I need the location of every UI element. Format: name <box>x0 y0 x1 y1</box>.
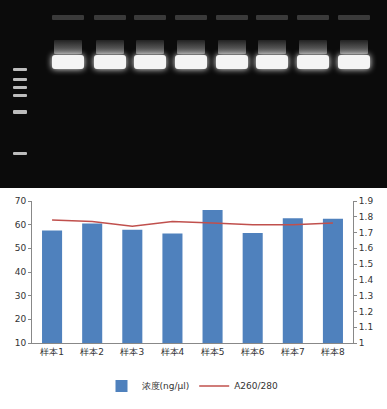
svg-text:40: 40 <box>15 267 27 277</box>
svg-text:1.5: 1.5 <box>359 259 373 269</box>
svg-text:样本1: 样本1 <box>40 347 64 357</box>
svg-text:60: 60 <box>15 220 27 230</box>
svg-text:20: 20 <box>15 314 27 324</box>
svg-text:30: 30 <box>15 291 27 301</box>
svg-text:1.1: 1.1 <box>359 322 373 332</box>
svg-text:样本5: 样本5 <box>201 347 225 357</box>
svg-text:样本4: 样本4 <box>161 347 185 357</box>
svg-text:1.7: 1.7 <box>359 228 373 238</box>
svg-text:浓度(ng/μl): 浓度(ng/μl) <box>142 381 190 391</box>
svg-text:10: 10 <box>15 338 27 348</box>
svg-text:1.8: 1.8 <box>359 212 374 222</box>
svg-text:50: 50 <box>15 243 27 253</box>
svg-text:1.9: 1.9 <box>359 196 374 206</box>
svg-text:1.2: 1.2 <box>359 307 373 317</box>
svg-text:1.6: 1.6 <box>359 243 374 253</box>
svg-text:样本6: 样本6 <box>241 347 265 357</box>
svg-text:样本8: 样本8 <box>321 347 345 357</box>
svg-text:70: 70 <box>15 196 27 206</box>
svg-text:1: 1 <box>359 338 365 348</box>
svg-text:A260/280: A260/280 <box>234 381 278 391</box>
svg-text:样本2: 样本2 <box>80 347 104 357</box>
svg-text:样本7: 样本7 <box>281 347 305 357</box>
svg-text:样本3: 样本3 <box>120 347 144 357</box>
svg-text:1.3: 1.3 <box>359 291 373 301</box>
svg-text:1.4: 1.4 <box>359 275 374 285</box>
